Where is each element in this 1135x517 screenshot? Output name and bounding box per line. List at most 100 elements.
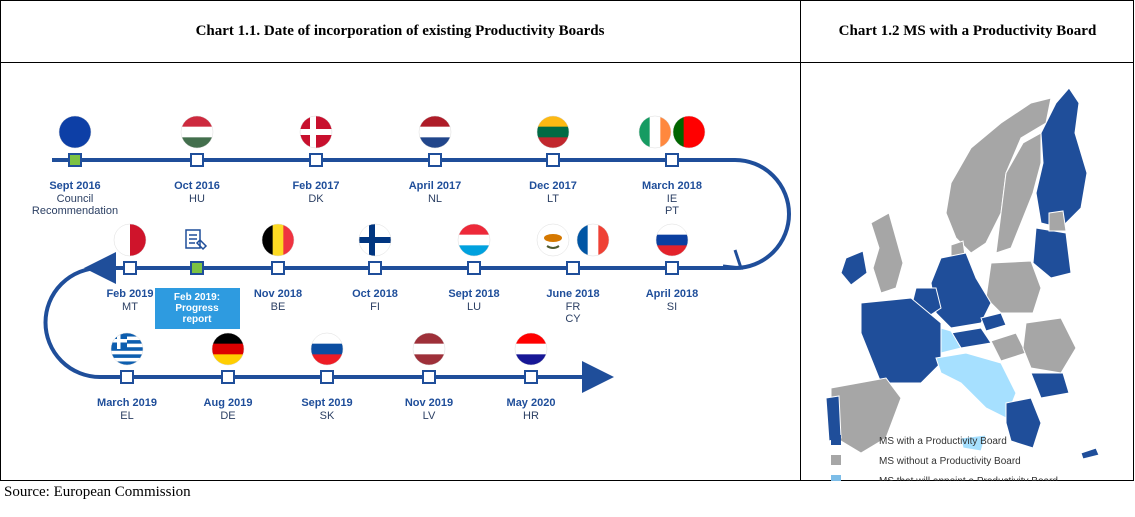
milestone-label: report xyxy=(183,314,213,325)
table-frame xyxy=(0,0,1134,481)
flag xyxy=(639,116,671,148)
flag-part xyxy=(419,116,451,128)
event-country: Recommendation xyxy=(32,205,118,217)
flag-outline xyxy=(58,115,92,149)
flag-part xyxy=(262,224,274,256)
flag-outline xyxy=(211,332,245,366)
event-country: MT xyxy=(122,301,138,313)
event-country: EL xyxy=(120,410,133,422)
timeline-node xyxy=(422,370,436,384)
event-date: Feb 2017 xyxy=(292,180,339,192)
flag xyxy=(577,224,609,256)
event-date: Oct 2016 xyxy=(174,180,220,192)
chart2-title: Chart 1.2 MS with a Productivity Board xyxy=(838,22,1097,39)
timeline-node xyxy=(120,370,134,384)
flag-part xyxy=(598,224,609,256)
event-country: DK xyxy=(308,193,324,205)
flag-part xyxy=(111,354,143,359)
event-country: FI xyxy=(370,301,380,313)
event-date: March 2018 xyxy=(642,180,702,192)
timeline-node xyxy=(546,153,560,167)
flag-part xyxy=(283,224,294,256)
flag-outline xyxy=(113,223,147,257)
legend-label: MS with a Productivity Board xyxy=(879,436,1007,447)
event-date: March 2019 xyxy=(97,397,157,409)
flag-part xyxy=(656,245,688,256)
event-country: LT xyxy=(547,193,559,205)
flag-part xyxy=(413,333,445,345)
timeline-node xyxy=(467,261,481,275)
event-country: SK xyxy=(320,410,335,422)
flag-part xyxy=(413,343,445,355)
flag-part xyxy=(537,137,569,148)
flag-part xyxy=(114,224,131,256)
flag-part xyxy=(212,343,244,355)
milestone-label: Feb 2019: xyxy=(174,292,220,303)
timeline-node xyxy=(68,153,82,167)
flag xyxy=(515,333,547,365)
event-date: Aug 2019 xyxy=(204,397,253,409)
flag-part xyxy=(181,126,213,138)
flag-outline xyxy=(638,115,672,149)
flag-outline xyxy=(418,115,452,149)
flag-outline xyxy=(180,115,214,149)
flag-part xyxy=(419,137,451,148)
legend-swatch xyxy=(831,475,841,481)
milestone-box xyxy=(155,288,240,329)
row-divider xyxy=(0,62,1134,63)
flag xyxy=(537,116,569,148)
event-date: Nov 2018 xyxy=(254,288,302,300)
milestone-node xyxy=(190,261,204,275)
timeline-node xyxy=(665,261,679,275)
flag-part xyxy=(546,245,560,249)
flag-part xyxy=(59,116,91,148)
map: MS with a Productivity Board MS without a… xyxy=(825,87,1100,481)
timeline-node xyxy=(123,261,137,275)
flag-outline xyxy=(576,223,610,257)
flag-part xyxy=(111,350,143,355)
flag-part xyxy=(515,343,547,355)
flag-part xyxy=(311,333,343,345)
flag xyxy=(59,116,91,148)
flag-outline xyxy=(536,223,570,257)
timeline-node xyxy=(221,370,235,384)
flag-part xyxy=(537,126,569,138)
legend-label: MS that will appoint a Productivity Boar… xyxy=(879,476,1058,481)
event-country: DE xyxy=(220,410,235,422)
flag-part xyxy=(515,333,547,345)
flag-outline xyxy=(261,223,295,257)
flag xyxy=(262,224,294,256)
flag-outline xyxy=(299,115,333,149)
flag-part xyxy=(458,245,490,256)
flag xyxy=(359,224,391,256)
flag-part xyxy=(111,357,143,362)
flag-outline xyxy=(457,223,491,257)
document-icon xyxy=(183,228,209,254)
source: Source: European Commission xyxy=(4,484,191,500)
flag xyxy=(656,224,688,256)
flag-part xyxy=(419,126,451,138)
flag-part xyxy=(310,116,316,148)
flag-part xyxy=(656,224,688,236)
legend-label: MS without a Productivity Board xyxy=(879,456,1021,467)
event-date: June 2018 xyxy=(546,288,599,300)
flag xyxy=(311,333,343,365)
flag-outline xyxy=(536,115,570,149)
timeline-node xyxy=(428,153,442,167)
flag-part xyxy=(272,224,284,256)
flag-part xyxy=(577,224,589,256)
flag-part xyxy=(369,224,375,256)
flag-part xyxy=(111,361,143,365)
flag-part xyxy=(212,354,244,365)
timeline-node xyxy=(309,153,323,167)
flag-part xyxy=(683,116,695,148)
event-date: April 2018 xyxy=(646,288,699,300)
event-country: PT xyxy=(665,205,679,217)
flag xyxy=(111,333,143,365)
flag-outline xyxy=(358,223,392,257)
flag-outline xyxy=(110,332,144,366)
flag-part xyxy=(656,234,688,246)
chart1-title: Chart 1.1. Date of incorporation of exis… xyxy=(195,22,605,39)
event-country: SI xyxy=(667,301,677,313)
